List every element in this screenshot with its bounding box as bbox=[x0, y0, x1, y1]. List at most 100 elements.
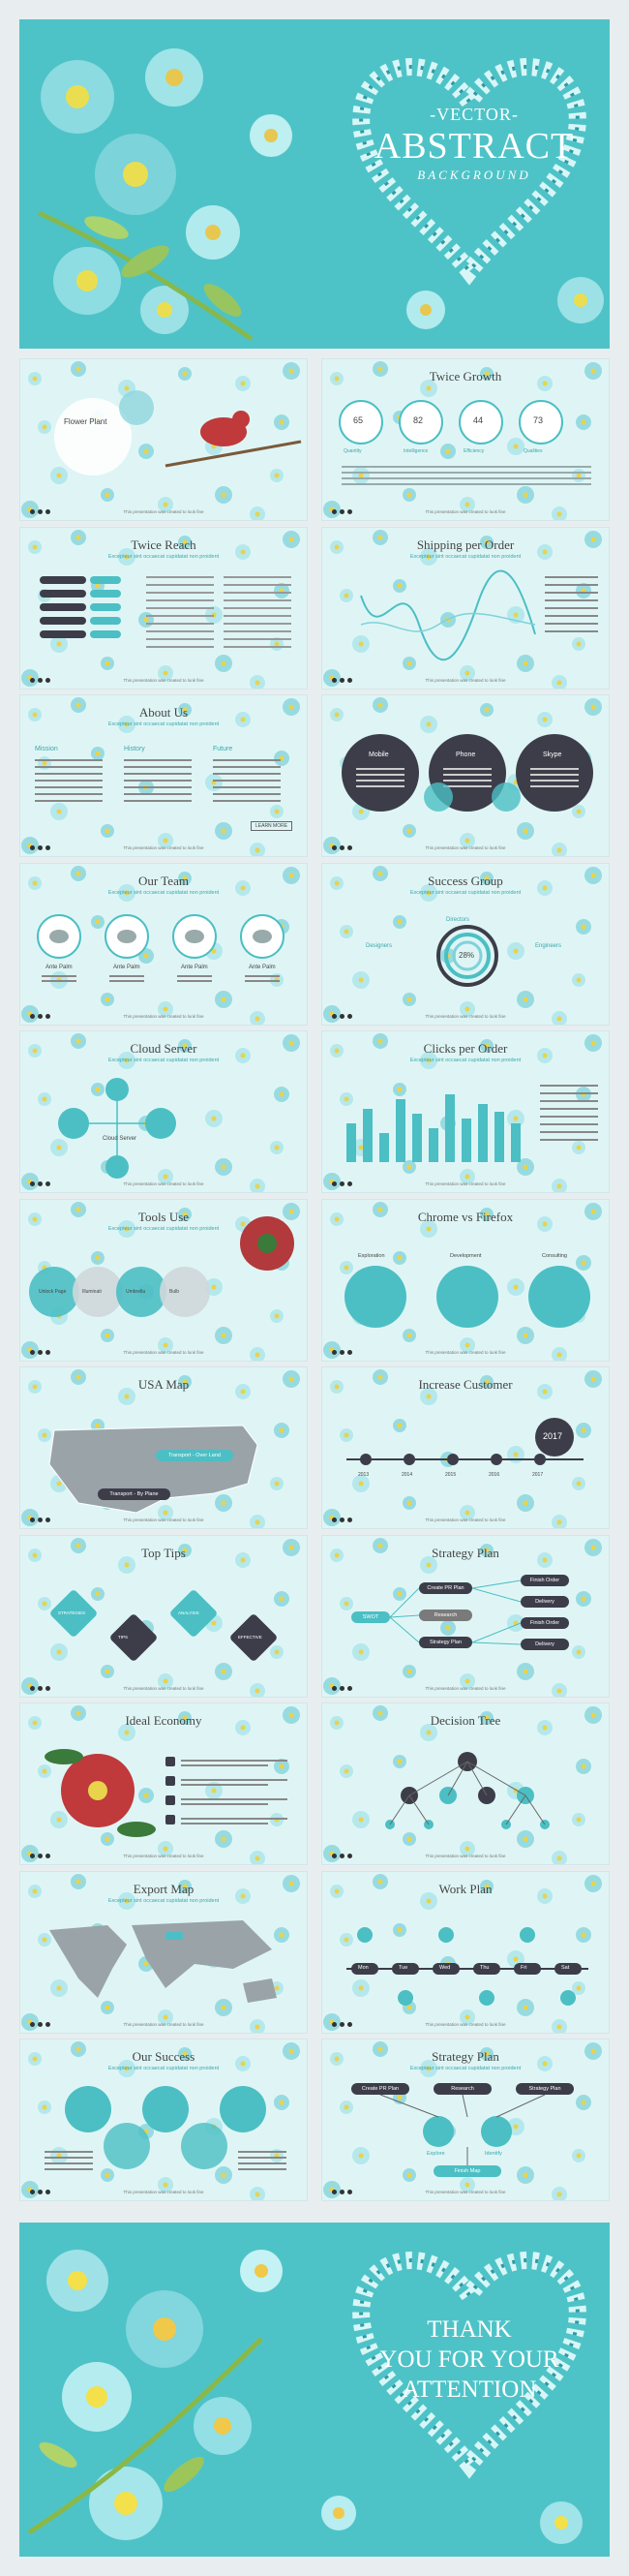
nav-dot bbox=[38, 1518, 43, 1522]
floral-background bbox=[27, 2250, 586, 2544]
slide-footer-text: This presentation was created to look fi… bbox=[425, 677, 506, 683]
tip-label: TIPS bbox=[118, 1634, 129, 1640]
timeline-year: 2017 bbox=[532, 1472, 544, 1478]
slide-thumbnail[interactable]: Our Success Excepteur sint occaecat cupid… bbox=[19, 2039, 308, 2201]
slide-title: Cloud Server bbox=[130, 1041, 197, 1056]
slide-nav-dots bbox=[30, 1013, 50, 1019]
slide-thumbnail[interactable]: Decision Tree This presentation was creat… bbox=[321, 1702, 610, 1865]
slide-subtitle: Excepteur sint occaecat cupidatat non pr… bbox=[107, 1225, 220, 1232]
map-tag-plane: Transport - By Plane bbox=[98, 1488, 170, 1500]
slide-graphic bbox=[389, 1579, 522, 1644]
slide-thumbnail[interactable]: USA Map This presentation was created to … bbox=[19, 1366, 308, 1529]
slide-title: Twice Reach bbox=[131, 537, 196, 552]
nav-dot bbox=[38, 1349, 43, 1355]
slide-title: Decision Tree bbox=[430, 1713, 501, 1728]
nav-dot bbox=[347, 845, 352, 850]
tool-label: Illuminati bbox=[82, 1288, 102, 1295]
slide-thumbnail[interactable]: Strategy Plan This presentation was creat… bbox=[321, 1534, 610, 1698]
strategy-leaf-node: Finish Order bbox=[521, 1616, 569, 1629]
slide-graphic bbox=[379, 2094, 546, 2165]
nav-dot bbox=[38, 2021, 43, 2027]
nav-dot bbox=[340, 2021, 344, 2027]
slide-title: USA Map bbox=[137, 1377, 190, 1392]
slide-graphic bbox=[40, 575, 291, 648]
slide-nav-dots bbox=[30, 1349, 50, 1355]
tip-label: STRATEGIES bbox=[58, 1610, 86, 1615]
nav-dot bbox=[340, 1013, 344, 1019]
strategy-mid-node: Create PR Plan bbox=[419, 1581, 472, 1594]
slide-subtitle: Excepteur sint occaecat cupidatat non pr… bbox=[409, 2066, 522, 2071]
slide-footer-text: This presentation was created to look fi… bbox=[425, 1854, 506, 1858]
floral-pattern bbox=[21, 1537, 300, 1697]
growth-label: Quantity bbox=[344, 448, 362, 454]
closing-line-1: THANK bbox=[427, 2316, 512, 2343]
slide-subtitle: Excepteur sint occaecat cupidatat non pr… bbox=[107, 721, 220, 727]
slide-thumbnail[interactable]: This presentation was created to look fi… bbox=[321, 694, 610, 857]
growth-value: 65 bbox=[353, 415, 364, 425]
slide-nav-dots bbox=[332, 1854, 352, 1858]
slide-thumbnail[interactable]: Shipping per Order Excepteur sint occaeca… bbox=[321, 526, 610, 690]
nav-dot bbox=[340, 845, 344, 850]
slide-title: Increase Customer bbox=[418, 1377, 513, 1392]
slide-thumbnail[interactable]: This presentation was created to look fi… bbox=[19, 358, 308, 521]
work-day-label: Thu bbox=[480, 1964, 490, 1971]
slide-thumbnail[interactable]: Ideal Economy This presentation was creat… bbox=[19, 1702, 308, 1865]
nav-dot bbox=[38, 1854, 43, 1858]
floral-pattern bbox=[323, 1537, 602, 1697]
slide-thumbnail[interactable]: Work Plan This presentation was created t… bbox=[321, 1870, 610, 2034]
slide-thumbnail[interactable]: Export Map Excepteur sint occaecat cupida… bbox=[19, 1870, 308, 2034]
growth-value: 44 bbox=[473, 415, 484, 425]
strategy-mid-node: Strategy Plan bbox=[419, 1636, 472, 1648]
slide-thumbnail[interactable]: Top Tips This presentation was created to… bbox=[19, 1534, 308, 1698]
nav-dot bbox=[347, 509, 352, 514]
tool-label: Unlock Page bbox=[39, 1288, 67, 1295]
nav-dot bbox=[340, 1181, 344, 1186]
slide-footer-text: This presentation was created to look fi… bbox=[123, 1518, 204, 1522]
slide-graphic bbox=[50, 1589, 277, 1661]
slide-graphic bbox=[346, 1926, 588, 2006]
nav-dot bbox=[45, 677, 50, 683]
nav-dot bbox=[45, 1518, 50, 1522]
floral-background bbox=[37, 48, 604, 342]
slide-nav-dots bbox=[30, 845, 50, 850]
learn-more-button[interactable]: LEARN MORE bbox=[251, 821, 293, 831]
closing-slide[interactable]: THANK YOU FOR YOUR ATTENTION bbox=[19, 2223, 610, 2557]
nav-dot bbox=[340, 2190, 344, 2194]
slide-thumbnail[interactable]: Clicks per Order Excepteur sint occaecat … bbox=[321, 1030, 610, 1193]
slide-thumbnail[interactable]: Twice Reach Excepteur sint occaecat cupid… bbox=[19, 526, 308, 690]
slide-thumbnail[interactable]: Our Team Excepteur sint occaecat cupidata… bbox=[19, 862, 308, 1026]
hero-small-title: -VECTOR- bbox=[430, 105, 519, 124]
slide-footer-text: This presentation was created to look fi… bbox=[425, 845, 506, 850]
slide-footer-text: This presentation was created to look fi… bbox=[123, 1181, 204, 1186]
slide-thumbnail[interactable]: Chrome vs Firefox This presentation was c… bbox=[321, 1198, 610, 1362]
strategy-leaf-node: Finish Order bbox=[521, 1574, 569, 1586]
success-right-label: Engineers bbox=[535, 942, 562, 949]
floral-pattern bbox=[323, 361, 602, 520]
highlight-year: 2017 bbox=[543, 1431, 563, 1441]
nav-dot bbox=[30, 1013, 35, 1019]
plan-top-step: Strategy Plan bbox=[516, 2083, 574, 2095]
map-tag-land: Transport - Over Land bbox=[156, 1450, 233, 1461]
slide-thumbnail[interactable]: Twice Growth This presentation was create… bbox=[321, 358, 610, 521]
growth-label: Qualities bbox=[524, 448, 543, 454]
nav-dot bbox=[45, 1685, 50, 1691]
nav-dot bbox=[332, 1854, 337, 1858]
slide-thumbnail[interactable]: Success Group Excepteur sint occaecat cup… bbox=[321, 862, 610, 1026]
title-slide[interactable]: -VECTOR- ABSTRACT BACKGROUND bbox=[19, 19, 610, 349]
slide-thumbnail[interactable]: Strategy Plan Excepteur sint occaecat cup… bbox=[321, 2039, 610, 2201]
nav-dot bbox=[38, 1181, 43, 1186]
nav-dot bbox=[347, 2190, 352, 2194]
team-member-name: Ante Palm bbox=[113, 964, 140, 970]
slide-nav-dots bbox=[332, 2190, 352, 2194]
flower-plant-label: Flower Plant bbox=[64, 417, 107, 426]
slide-thumbnail[interactable]: Tools Use Excepteur sint occaecat cupidat… bbox=[19, 1198, 308, 1362]
nav-dot bbox=[340, 677, 344, 683]
strategy-root: SWOT bbox=[351, 1610, 390, 1623]
slide-footer-text: This presentation was created to look fi… bbox=[123, 1013, 204, 1019]
slide-title: Work Plan bbox=[438, 1881, 493, 1896]
slide-thumbnail[interactable]: About Us Excepteur sint occaecat cupidata… bbox=[19, 694, 308, 857]
slide-thumbnail[interactable]: Increase Customer This presentation was c… bbox=[321, 1366, 610, 1529]
slide-title: Shipping per Order bbox=[416, 537, 515, 552]
slide-thumbnail[interactable]: Cloud Server Excepteur sint occaecat cupi… bbox=[19, 1030, 308, 1193]
slide-nav-dots bbox=[30, 2190, 50, 2194]
